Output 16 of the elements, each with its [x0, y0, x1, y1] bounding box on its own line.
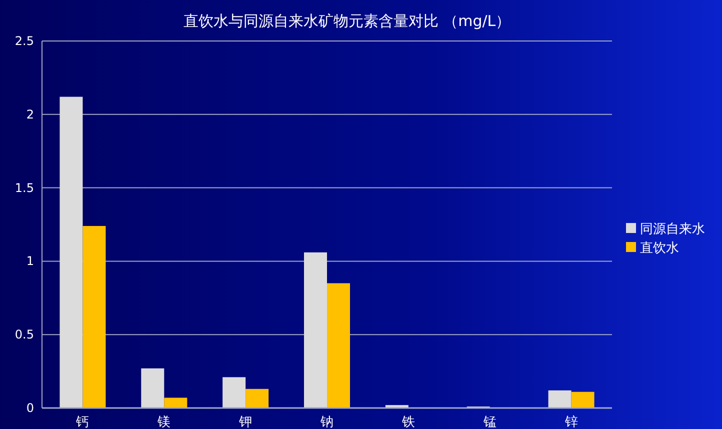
y-tick-label: 2: [26, 107, 34, 122]
y-tick-label: 1: [26, 254, 34, 268]
x-tick-label: 锌: [564, 415, 578, 429]
x-tick-label: 钙: [75, 415, 90, 429]
legend-label: 同源自来水: [640, 222, 705, 237]
legend-label: 直饮水: [640, 241, 679, 256]
y-tick-label: 2.5: [14, 34, 34, 48]
y-tick-label: 0: [26, 401, 34, 415]
x-tick-label: 镁: [156, 415, 171, 429]
x-tick-label: 钠: [320, 415, 334, 429]
x-tick-label: 钾: [238, 415, 252, 429]
y-tick-label: 0.5: [14, 328, 34, 342]
chart-title: 直饮水与同源自来水矿物元素含量对比 （mg/L）: [183, 12, 511, 30]
x-tick-label: 铁: [400, 415, 415, 429]
x-tick-label: 锰: [482, 415, 496, 429]
y-tick-label: 1.5: [14, 180, 34, 195]
